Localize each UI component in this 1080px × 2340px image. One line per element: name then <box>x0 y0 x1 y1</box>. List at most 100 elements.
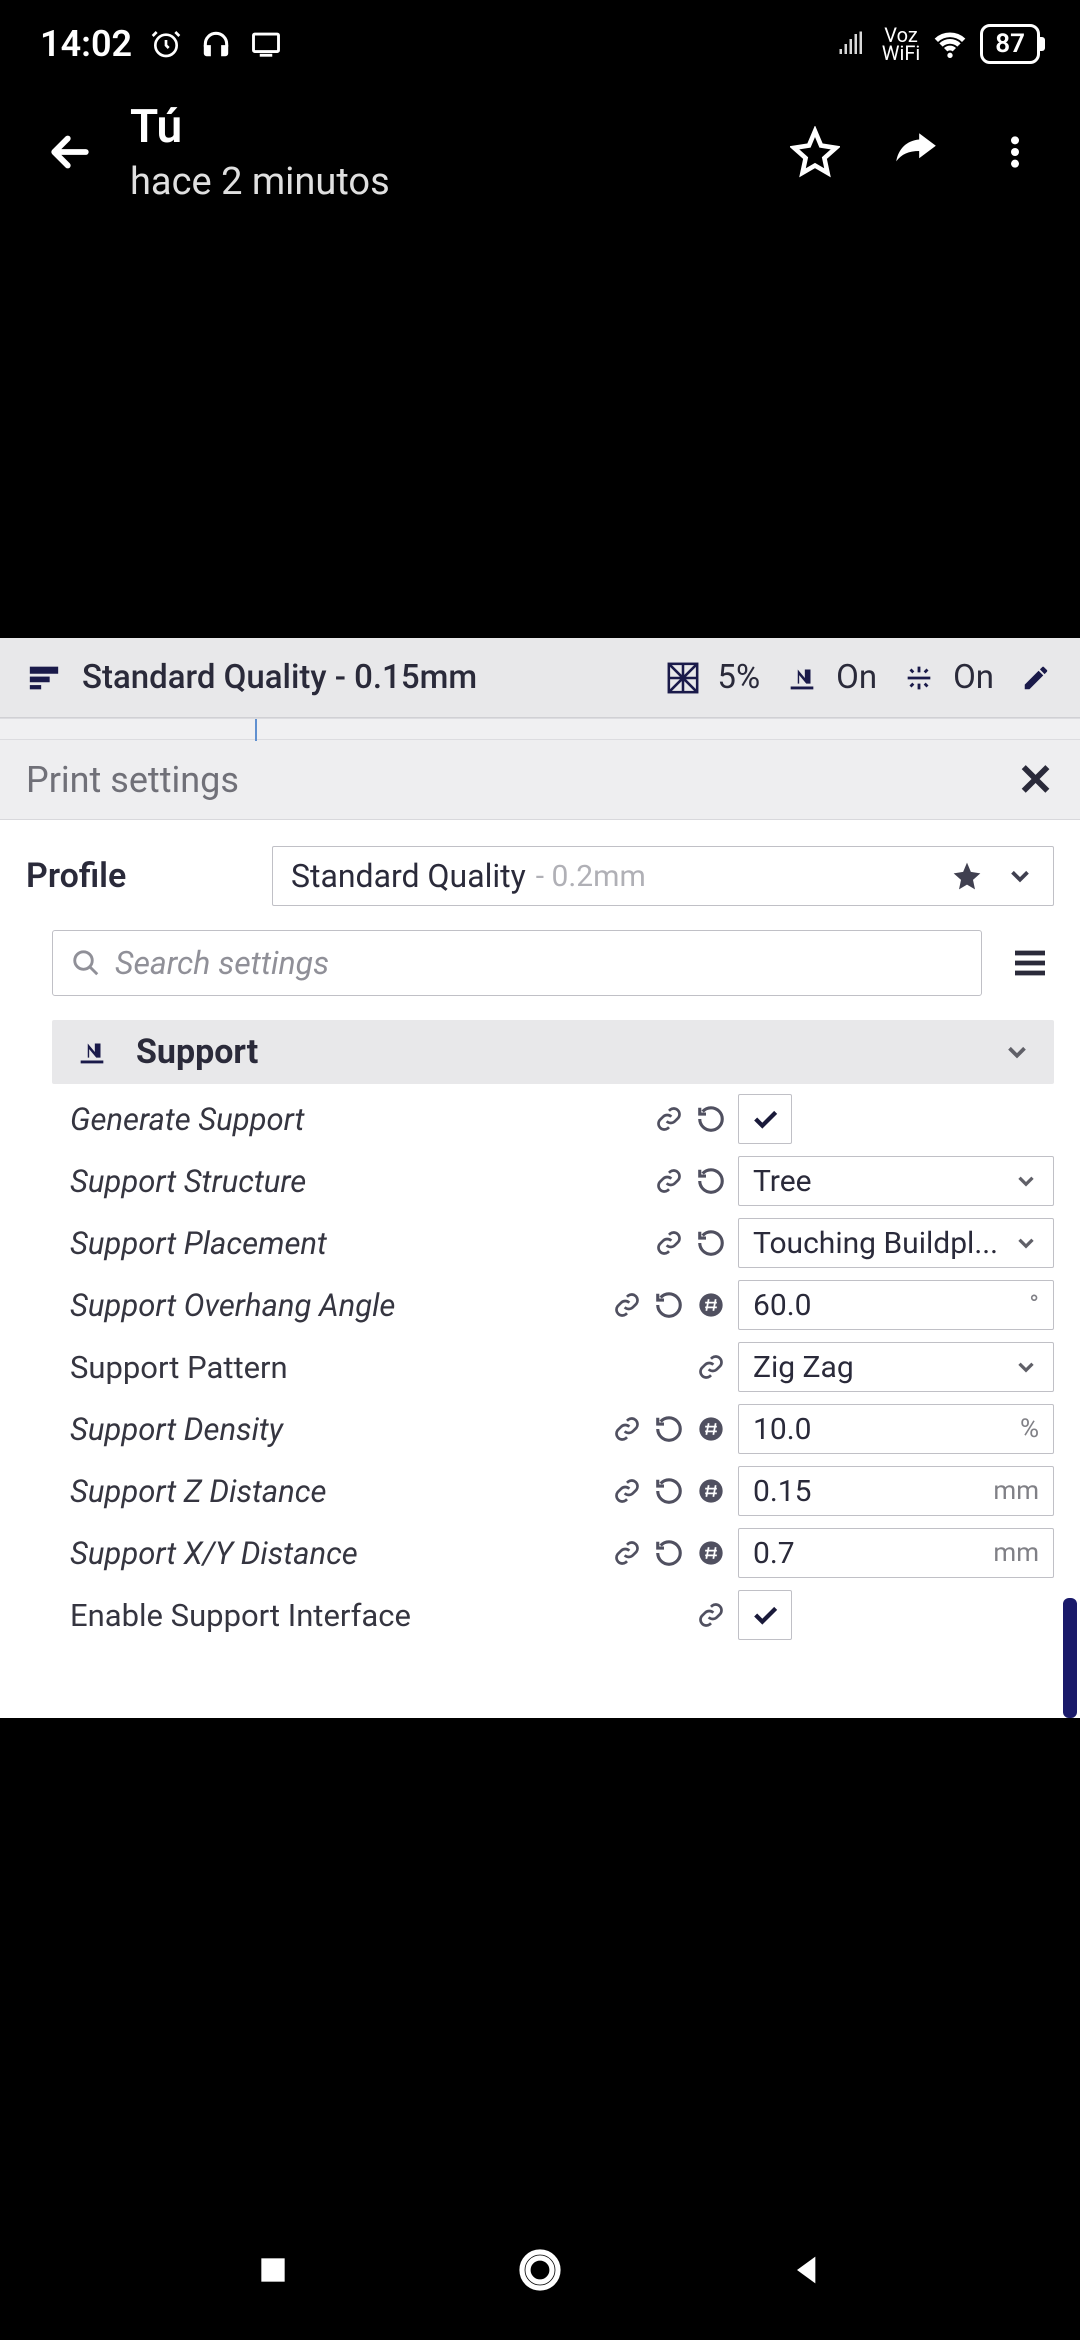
divider <box>0 718 1080 740</box>
link-icon[interactable] <box>610 1288 644 1322</box>
nav-recents-button[interactable] <box>243 2240 303 2300</box>
view-menu-button[interactable] <box>1006 939 1054 987</box>
setting-label: Support Overhang Angle <box>70 1287 568 1324</box>
reset-icon[interactable] <box>652 1474 686 1508</box>
nav-home-button[interactable] <box>510 2240 570 2300</box>
chevron-down-icon <box>1013 1354 1039 1380</box>
setting-support-interface: Enable Support Interface <box>0 1584 1080 1646</box>
setting-label: Support Placement <box>70 1225 588 1262</box>
more-button[interactable] <box>990 127 1040 177</box>
link-icon[interactable] <box>694 1598 728 1632</box>
adhesion-icon <box>901 660 937 696</box>
calculated-icon[interactable] <box>694 1288 728 1322</box>
setting-overhang-angle: Support Overhang Angle 60.0 ° <box>0 1274 1080 1336</box>
select-support-pattern[interactable]: Zig Zag <box>738 1342 1054 1392</box>
battery-indicator: 87 <box>980 24 1040 64</box>
setting-icons <box>568 1412 728 1446</box>
alarm-icon <box>150 28 182 60</box>
input-xy-distance[interactable]: 0.7 mm <box>738 1528 1054 1578</box>
input-support-density[interactable]: 10.0 % <box>738 1404 1054 1454</box>
panel-header: Print settings ✕ <box>0 740 1080 820</box>
profile-value: Standard Quality <box>291 857 526 895</box>
search-icon <box>71 948 101 978</box>
summary-profile[interactable]: Standard Quality - 0.15mm <box>26 658 641 697</box>
favorite-button[interactable] <box>790 127 840 177</box>
setting-label: Support Density <box>70 1411 568 1448</box>
share-button[interactable] <box>890 127 940 177</box>
back-button[interactable] <box>40 122 100 182</box>
link-icon[interactable] <box>610 1536 644 1570</box>
input-value: 0.15 <box>753 1474 993 1509</box>
input-z-distance[interactable]: 0.15 mm <box>738 1466 1054 1516</box>
setting-icons <box>588 1102 728 1136</box>
setting-label: Support Structure <box>70 1163 588 1200</box>
setting-xy-distance: Support X/Y Distance 0.7 mm <box>0 1522 1080 1584</box>
reset-icon[interactable] <box>694 1226 728 1260</box>
link-icon[interactable] <box>694 1350 728 1384</box>
scrollbar-thumb[interactable] <box>1063 1598 1077 1718</box>
calculated-icon[interactable] <box>694 1412 728 1446</box>
input-unit: ° <box>1029 1290 1039 1320</box>
summary-infill-val: 5% <box>717 658 760 697</box>
input-overhang-angle[interactable]: 60.0 ° <box>738 1280 1054 1330</box>
summary-adhesion-val: On <box>953 658 994 697</box>
input-unit: mm <box>993 1538 1039 1568</box>
link-icon[interactable] <box>652 1226 686 1260</box>
link-icon[interactable] <box>610 1412 644 1446</box>
support-icon <box>74 1034 110 1070</box>
select-support-placement[interactable]: Touching Buildpl... <box>738 1218 1054 1268</box>
link-icon[interactable] <box>652 1164 686 1198</box>
setting-label: Support Pattern <box>70 1349 588 1386</box>
reset-icon[interactable] <box>694 1164 728 1198</box>
support-summary-icon <box>784 660 820 696</box>
setting-icons <box>588 1164 728 1198</box>
voice-wifi-label: Voz WiFi <box>882 26 921 62</box>
summary-support[interactable]: On <box>784 658 877 697</box>
calculated-icon[interactable] <box>694 1474 728 1508</box>
status-time: 14:02 <box>40 23 132 65</box>
link-icon[interactable] <box>610 1474 644 1508</box>
reset-icon[interactable] <box>652 1536 686 1570</box>
setting-icons <box>568 1474 728 1508</box>
reset-icon[interactable] <box>694 1102 728 1136</box>
input-value: 10.0 <box>753 1412 1020 1447</box>
wifi-icon <box>934 28 966 60</box>
reset-icon[interactable] <box>652 1412 686 1446</box>
setting-z-distance: Support Z Distance 0.15 mm <box>0 1460 1080 1522</box>
summary-support-val: On <box>836 658 877 697</box>
input-value: 60.0 <box>753 1288 1029 1323</box>
setting-support-pattern: Support Pattern Zig Zag <box>0 1336 1080 1398</box>
header-title: Tú <box>130 100 760 154</box>
link-icon[interactable] <box>652 1102 686 1136</box>
setting-icons <box>568 1536 728 1570</box>
nav-back-button[interactable] <box>777 2240 837 2300</box>
setting-support-placement: Support Placement Touching Buildpl... <box>0 1212 1080 1274</box>
search-row: Search settings <box>0 924 1080 1014</box>
setting-support-density: Support Density 10.0 % <box>0 1398 1080 1460</box>
checkbox-support-interface[interactable] <box>738 1590 792 1640</box>
search-placeholder: Search settings <box>115 944 329 982</box>
star-icon <box>951 860 983 892</box>
checkbox-generate-support[interactable] <box>738 1094 792 1144</box>
close-button[interactable]: ✕ <box>1017 754 1054 806</box>
setting-label: Enable Support Interface <box>70 1597 588 1634</box>
select-support-structure[interactable]: Tree <box>738 1156 1054 1206</box>
layers-icon <box>26 660 62 696</box>
app-header: Tú hace 2 minutos <box>0 80 1080 234</box>
profile-select[interactable]: Standard Quality - 0.2mm <box>272 846 1054 906</box>
reset-icon[interactable] <box>652 1288 686 1322</box>
setting-icons <box>588 1226 728 1260</box>
status-right: Voz WiFi 87 <box>836 24 1040 64</box>
profile-label: Profile <box>26 856 246 896</box>
setting-support-structure: Support Structure Tree <box>0 1150 1080 1212</box>
calculated-icon[interactable] <box>694 1536 728 1570</box>
setting-icons <box>588 1598 728 1632</box>
edit-button[interactable] <box>1018 660 1054 696</box>
status-left: 14:02 <box>40 23 282 65</box>
section-header-support[interactable]: Support <box>52 1020 1054 1084</box>
content-area: Standard Quality - 0.15mm 5% On On Print… <box>0 638 1080 1718</box>
search-input[interactable]: Search settings <box>52 930 982 996</box>
summary-infill[interactable]: 5% <box>665 658 760 697</box>
summary-adhesion[interactable]: On <box>901 658 994 697</box>
setting-label: Support X/Y Distance <box>70 1535 568 1572</box>
